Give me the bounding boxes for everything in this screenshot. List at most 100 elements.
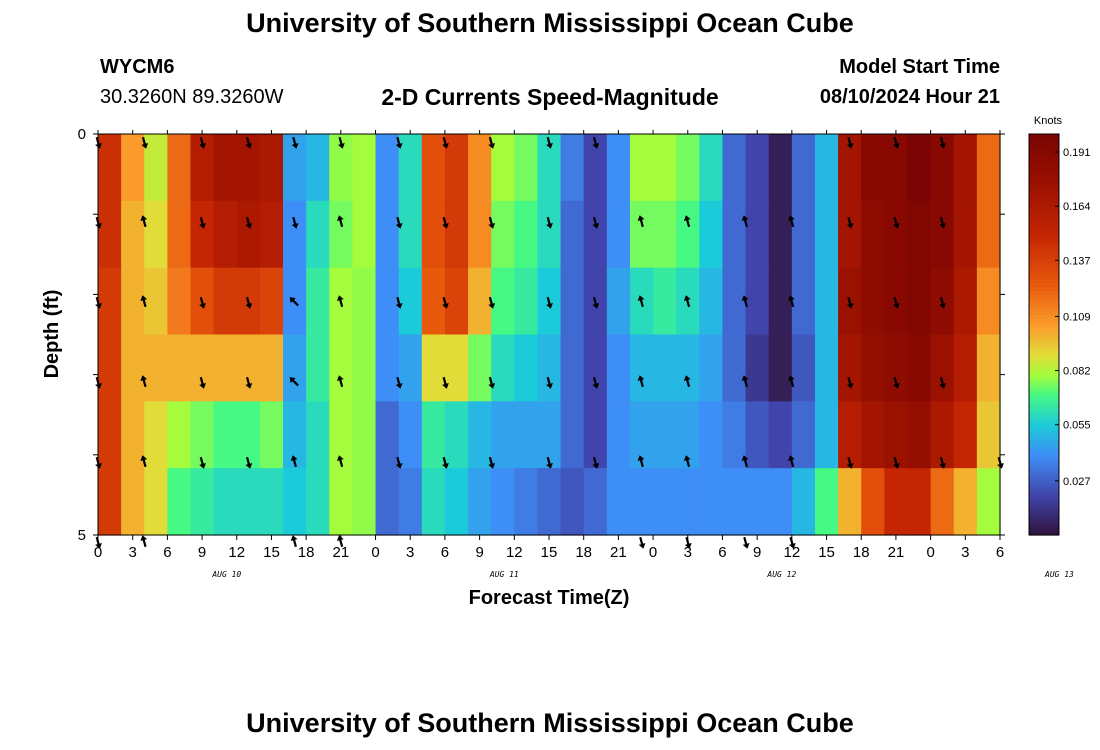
colorbar-swatch (1029, 474, 1059, 480)
x-date-label: AUG 11 (489, 570, 519, 579)
current-arrow (337, 136, 345, 149)
heat-cell (930, 401, 955, 469)
current-arrow (199, 456, 206, 469)
x-tick-label: 0 (371, 544, 379, 561)
colorbar-swatch (1029, 398, 1059, 404)
heat-cell (884, 468, 909, 536)
heat-cell (606, 468, 631, 536)
arrow-head (395, 223, 403, 229)
heat-cell (491, 401, 515, 469)
heat-cell (306, 200, 330, 269)
x-tick-label: 21 (610, 544, 627, 561)
current-arrow (336, 215, 344, 228)
heat-cell (838, 200, 862, 269)
heat-cell (537, 401, 562, 469)
heat-cell (884, 134, 909, 202)
heat-cell (838, 334, 862, 402)
heat-cell (514, 200, 539, 269)
current-arrow (199, 376, 206, 389)
heat-cell (491, 334, 515, 402)
heat-cell (491, 134, 515, 202)
heat-cell (98, 134, 122, 202)
arrow-head (788, 543, 796, 549)
colorbar-swatch (1029, 166, 1059, 171)
heat-cell (699, 334, 724, 402)
colorbar-tick-label: 0.109 (1063, 311, 1091, 323)
heat-cell (306, 134, 330, 202)
heat-cell (583, 468, 608, 536)
heat-cell (190, 134, 215, 202)
model-start-value: 08/10/2024 Hour 21 (819, 86, 1000, 108)
colorbar-swatch (1029, 366, 1059, 372)
colorbar-swatch (1029, 290, 1059, 295)
heat-cell (606, 401, 631, 469)
colorbar-swatch (1029, 434, 1059, 440)
colorbar-swatch (1029, 238, 1059, 243)
current-arrow (336, 535, 344, 548)
heat-cell (976, 334, 1001, 402)
current-arrow (488, 136, 496, 149)
current-arrow (846, 216, 854, 229)
heat-cell (791, 134, 816, 202)
arrow-head (488, 143, 496, 149)
colorbar-swatch (1029, 282, 1059, 287)
heat-cell (468, 267, 492, 336)
heat-cell (814, 401, 839, 469)
colorbar-swatch (1029, 502, 1059, 508)
heat-cell (930, 134, 955, 202)
colorbar-tick-label: 0.137 (1063, 255, 1091, 267)
arrow-head (741, 215, 749, 221)
heat-cell (907, 468, 932, 536)
arrow-head (893, 463, 900, 469)
current-arrow (245, 376, 253, 389)
heat-cell (676, 134, 700, 202)
colorbar-swatch (1029, 210, 1059, 215)
colorbar-swatch (1029, 234, 1059, 239)
arrow-head (395, 383, 403, 389)
heat-cell (444, 401, 469, 469)
heat-cell (329, 334, 354, 402)
colorbar-swatch (1029, 386, 1059, 392)
heat-cell (745, 401, 770, 469)
current-arrow (290, 455, 298, 468)
colorbar-swatch (1029, 334, 1059, 340)
arrow-head (199, 463, 206, 469)
arrow-head (95, 463, 102, 469)
arrow-head (336, 455, 344, 461)
chart-subtitle: 2-D Currents Speed-Magnitude (381, 84, 719, 110)
colorbar-swatch (1029, 138, 1059, 143)
arrow-head (787, 295, 795, 301)
heat-cell (884, 401, 909, 469)
heat-cell (236, 468, 261, 536)
heat-cell (745, 267, 770, 336)
heat-cell (583, 334, 608, 402)
current-arrow (488, 376, 496, 389)
heat-cell (514, 334, 539, 402)
heat-cell (514, 401, 539, 469)
arrow-head (95, 223, 102, 229)
colorbar-swatch (1029, 358, 1059, 364)
heat-cell (283, 468, 307, 536)
heat-cell (167, 200, 192, 269)
arrow-head (638, 543, 646, 549)
colorbar-swatch (1029, 354, 1059, 360)
colorbar-swatch (1029, 526, 1059, 532)
colorbar-swatch (1029, 310, 1059, 316)
colorbar-swatch (1029, 510, 1059, 516)
x-tick-label: 6 (441, 544, 449, 561)
heat-cell (329, 401, 354, 469)
heat-cell (190, 468, 215, 536)
model-start-label: Model Start Time (839, 56, 1000, 78)
arrow-head (336, 535, 344, 541)
x-date-label: AUG 10 (211, 570, 241, 579)
heat-cell (491, 200, 515, 269)
arrow-head (291, 143, 299, 149)
heat-cell (514, 468, 539, 536)
heat-cell (352, 401, 377, 469)
x-tick-label: 0 (94, 544, 102, 561)
heat-cell (398, 200, 423, 269)
arrow-head (592, 383, 600, 389)
colorbar-swatch (1029, 202, 1059, 207)
current-arrow (683, 295, 691, 308)
colorbar-swatch (1029, 314, 1059, 320)
